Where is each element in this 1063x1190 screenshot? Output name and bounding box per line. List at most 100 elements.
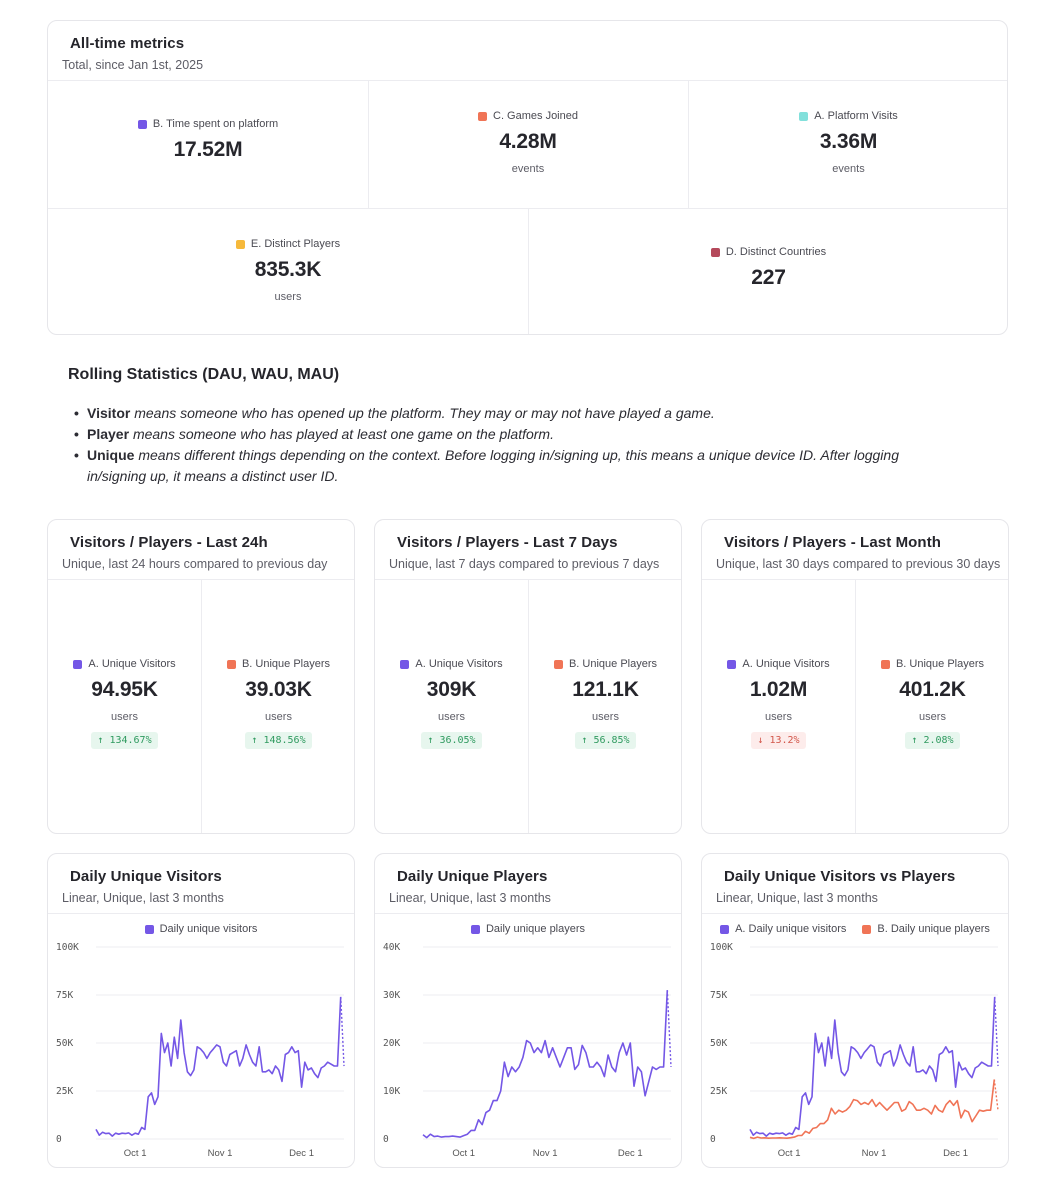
legend-item[interactable]: Daily unique players: [470, 923, 586, 935]
metric-label: B. Unique Players: [241, 658, 331, 670]
metric-unit: users: [274, 291, 302, 303]
line-chart[interactable]: 100K 75K 50K 25K 0 Oct 1 Nov 1 Dec 1: [702, 914, 1009, 1168]
period-card-7d: Visitors / Players - Last 7 Days Unique,…: [374, 519, 682, 834]
metric-label: D. Distinct Countries: [725, 246, 827, 258]
x-tick-label: Oct 1: [124, 1148, 147, 1159]
swatch-icon: [478, 111, 487, 121]
card-subtitle: Unique, last 7 days compared to previous…: [389, 557, 660, 571]
series-line[interactable]: [95, 996, 342, 1137]
swatch-icon: [235, 239, 245, 249]
y-tick-label: 10K: [383, 1086, 400, 1097]
delta-badge: ↑ 134.67%: [91, 732, 158, 749]
chart-card-visitors-vs-players: Daily Unique Visitors vs Players Linear,…: [701, 853, 1009, 1168]
card-subtitle: Unique, last 30 days compared to previou…: [716, 557, 1001, 571]
metric-label: B. Unique Players: [568, 658, 658, 670]
series-line[interactable]: [749, 1079, 996, 1140]
legend-item[interactable]: B. Daily unique players: [862, 923, 990, 935]
alltime-metrics-card: All-time metrics Total, since Jan 1st, 2…: [47, 20, 1008, 335]
metric-label: A. Platform Visits: [814, 110, 898, 122]
definition: means someone who has played at least on…: [132, 426, 554, 442]
series-line[interactable]: [749, 996, 996, 1137]
metric-distinct-countries: D. Distinct Countries 227: [528, 246, 1007, 290]
y-tick-label: 25K: [710, 1086, 727, 1097]
x-tick-label: Dec 1: [289, 1148, 314, 1159]
delta-badge: ↑ 2.08%: [905, 732, 960, 749]
swatch-icon: [880, 659, 890, 669]
metric-value: 1.02M: [749, 678, 808, 701]
swatch-icon: [710, 247, 720, 257]
metric-label: A. Unique Visitors: [742, 658, 830, 670]
metric-unique-visitors: A. Unique Visitors 309K users ↑ 36.05%: [375, 658, 528, 749]
metric-value: 227: [751, 266, 786, 289]
legend-item[interactable]: A. Daily unique visitors: [720, 923, 846, 935]
legend-label: B. Daily unique players: [877, 923, 990, 935]
metric-value: 309K: [426, 678, 477, 701]
x-tick-label: Nov 1: [208, 1148, 233, 1159]
y-tick-label: 50K: [710, 1038, 727, 1049]
series-line[interactable]: [422, 990, 669, 1139]
metric-value: 94.95K: [91, 678, 158, 701]
y-tick-label: 30K: [383, 990, 400, 1001]
metric-value: 3.36M: [819, 130, 878, 153]
swatch-icon: [553, 659, 563, 669]
swatch-icon: [862, 924, 872, 934]
chart-card-daily-players: Daily Unique Players Linear, Unique, las…: [374, 853, 682, 1168]
card-title: Visitors / Players - Last 24h: [70, 534, 268, 551]
period-card-month: Visitors / Players - Last Month Unique, …: [701, 519, 1009, 834]
x-tick-label: Dec 1: [618, 1148, 643, 1159]
series-line-incomplete: [993, 1079, 999, 1111]
legend-label: Daily unique players: [485, 923, 586, 935]
card-title: All-time metrics: [70, 35, 185, 52]
swatch-icon: [73, 659, 83, 669]
metric-unique-players: B. Unique Players 401.2K users ↑ 2.08%: [855, 658, 1008, 749]
line-chart[interactable]: 40K 30K 20K 10K 0 Oct 1 Nov 1 Dec 1: [375, 914, 682, 1168]
metric-label: E. Distinct Players: [250, 238, 341, 250]
metric-value: 121.1K: [572, 678, 639, 701]
metric-time-spent: B. Time spent on platform 17.52M: [48, 118, 368, 162]
card-subtitle: Total, since Jan 1st, 2025: [62, 58, 204, 72]
chart-legend: A. Daily unique visitors B. Daily unique…: [702, 923, 1008, 935]
y-tick-label: 20K: [383, 1038, 400, 1049]
legend-label: Daily unique visitors: [159, 923, 258, 935]
metric-platform-visits: A. Platform Visits 3.36M events: [688, 110, 1007, 175]
list-item: Visitor means someone who has opened up …: [74, 403, 954, 424]
delta-badge: ↑ 56.85%: [575, 732, 636, 749]
delta-badge: ↑ 36.05%: [421, 732, 482, 749]
swatch-icon: [137, 119, 147, 129]
chart-card-daily-visitors: Daily Unique Visitors Linear, Unique, la…: [47, 853, 355, 1168]
card-subtitle: Unique, last 24 hours compared to previo…: [62, 557, 328, 571]
metric-label: B. Unique Players: [895, 658, 985, 670]
y-tick-label: 50K: [56, 1038, 73, 1049]
y-tick-label: 0: [383, 1134, 389, 1145]
definition: means someone who has opened up the plat…: [134, 405, 715, 421]
card-title: Visitors / Players - Last 7 Days: [397, 534, 618, 551]
card-subtitle: Linear, Unique, last 3 months: [62, 891, 224, 905]
card-title: Visitors / Players - Last Month: [724, 534, 942, 551]
card-title: Daily Unique Visitors: [70, 868, 222, 885]
list-item: Player means someone who has played at l…: [74, 424, 954, 445]
term: Unique: [87, 447, 135, 463]
metric-unique-players: B. Unique Players 121.1K users ↑ 56.85%: [528, 658, 681, 749]
card-title: Daily Unique Players: [397, 868, 548, 885]
metric-distinct-players: E. Distinct Players 835.3K users: [48, 238, 528, 303]
metric-unit: events: [832, 163, 865, 175]
legend-item[interactable]: Daily unique visitors: [144, 923, 258, 935]
x-tick-label: Nov 1: [862, 1148, 887, 1159]
metric-label: B. Time spent on platform: [152, 118, 279, 130]
metric-value: 4.28M: [499, 130, 557, 153]
metric-unit: users: [111, 711, 138, 723]
series-line-incomplete: [340, 996, 345, 1067]
metric-unit: users: [265, 711, 292, 723]
metric-label: C. Games Joined: [493, 110, 578, 122]
series-line-incomplete: [994, 996, 999, 1067]
y-tick-label: 40K: [383, 942, 400, 953]
line-chart[interactable]: 100K 75K 50K 25K 0 Oct 1 Nov 1 Dec 1: [48, 914, 355, 1168]
card-title: Daily Unique Visitors vs Players: [724, 868, 956, 885]
y-tick-label: 100K: [56, 942, 79, 953]
metric-games-joined: C. Games Joined 4.28M events: [368, 110, 688, 175]
metric-unit: users: [765, 711, 792, 723]
list-item: Unique means different things depending …: [74, 445, 954, 487]
term: Visitor: [87, 405, 131, 421]
swatch-icon: [727, 659, 737, 669]
y-tick-label: 75K: [56, 990, 73, 1001]
